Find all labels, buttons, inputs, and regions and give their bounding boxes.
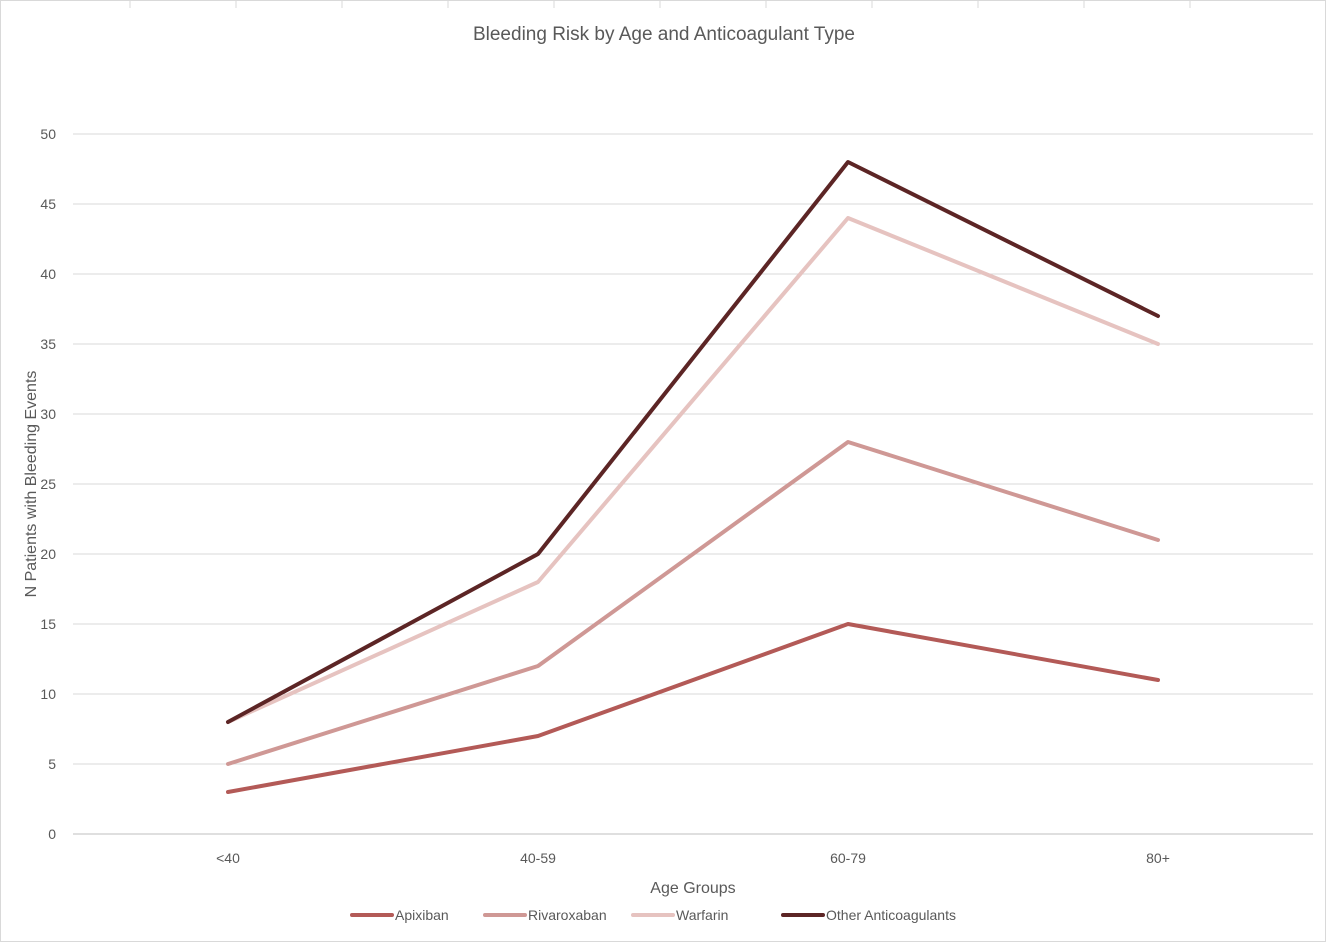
y-tick-label: 0 [48,826,56,842]
y-tick-label: 15 [40,616,56,632]
series-lines [226,160,1160,794]
x-tick-label: 60-79 [830,850,866,866]
series-line-rivaroxaban [226,440,1160,766]
x-axis-title: Age Groups [650,880,735,897]
top-tick-marks [129,1,1191,8]
legend-label: Apixiban [395,907,449,923]
y-axis-tick-labels: 0 5 10 15 20 25 30 35 40 45 50 [40,126,56,842]
y-tick-label: 45 [40,196,56,212]
y-tick-label: 10 [40,686,56,702]
legend-label: Rivaroxaban [528,907,607,923]
x-tick-label: <40 [216,850,240,866]
chart-title: Bleeding Risk by Age and Anticoagulant T… [473,24,855,45]
y-tick-label: 40 [40,266,56,282]
x-tick-label: 80+ [1146,850,1170,866]
y-tick-label: 25 [40,476,56,492]
gridlines [73,133,1313,835]
y-tick-label: 30 [40,406,56,422]
y-tick-label: 35 [40,336,56,352]
legend-label: Warfarin [676,907,728,923]
x-tick-label: 40-59 [520,850,556,866]
legend: Apixiban Rivaroxaban Warfarin Other Anticoa… [350,907,956,923]
y-tick-label: 5 [48,756,56,772]
series-line-other-anticoagulants [226,160,1160,724]
y-axis-title: N Patients with Bleeding Events [23,371,40,598]
y-tick-label: 20 [40,546,56,562]
y-tick-label: 50 [40,126,56,142]
series-line-apixiban [226,622,1160,794]
x-axis-tick-labels: <40 40-59 60-79 80+ [216,850,1170,866]
legend-label: Other Anticoagulants [826,907,956,923]
series-line-warfarin [226,216,1160,724]
